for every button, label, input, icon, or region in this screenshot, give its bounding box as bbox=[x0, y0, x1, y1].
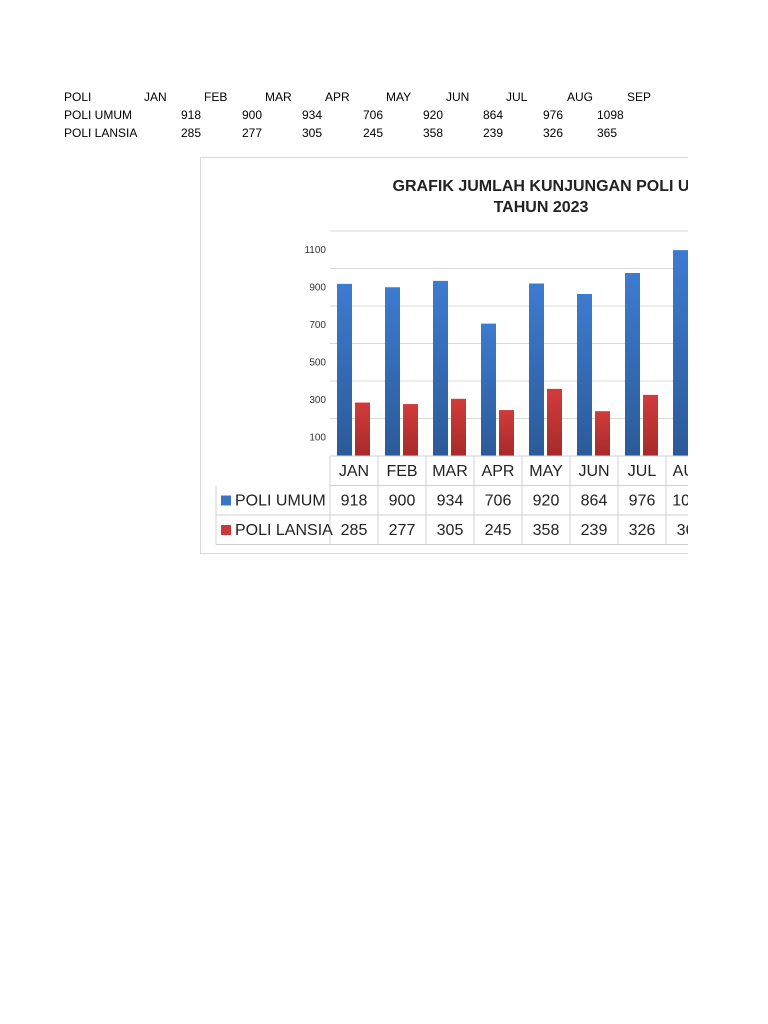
bar-poli-lansia bbox=[643, 394, 658, 456]
row-label: POLI UMUM bbox=[64, 108, 133, 122]
data-label: 277 bbox=[389, 522, 416, 539]
value-cell: 900 bbox=[242, 108, 263, 122]
bar-poli-umum bbox=[577, 294, 592, 456]
value-cell: 326 bbox=[543, 126, 564, 140]
bar-poli-lansia bbox=[499, 410, 514, 456]
data-label: 864 bbox=[581, 493, 608, 510]
value-cell: 358 bbox=[423, 126, 444, 140]
bar-poli-umum bbox=[385, 287, 400, 456]
bar-poli-umum bbox=[625, 273, 640, 456]
header-cell: MAY bbox=[386, 90, 412, 104]
y-tick-label: 500 bbox=[309, 357, 326, 368]
value-cell: 918 bbox=[181, 108, 202, 122]
value-cell: 864 bbox=[483, 108, 504, 122]
row-label: POLI LANSIA bbox=[64, 126, 138, 140]
bar-poli-umum bbox=[337, 283, 352, 456]
data-label: 920 bbox=[533, 493, 560, 510]
y-tick-label: 1100 bbox=[304, 245, 326, 256]
chart-title-line1: GRAFIK JUMLAH KUNJUNGAN POLI U bbox=[392, 178, 688, 195]
data-label: 358 bbox=[533, 522, 560, 539]
legend-label: POLI UMUM bbox=[235, 493, 326, 510]
header-cell: SEP bbox=[627, 90, 652, 104]
legend-key bbox=[221, 525, 231, 535]
x-tick-label: APR bbox=[482, 463, 515, 480]
header-cell: JUN bbox=[446, 90, 470, 104]
data-label: 934 bbox=[437, 493, 464, 510]
header-cell: POLI bbox=[64, 90, 92, 104]
value-cell: 706 bbox=[363, 108, 384, 122]
bar-poli-lansia bbox=[595, 411, 610, 456]
header-cell: AUG bbox=[567, 90, 594, 104]
header-cell: FEB bbox=[204, 90, 228, 104]
value-cell: 305 bbox=[302, 126, 323, 140]
value-cell: 277 bbox=[242, 126, 263, 140]
x-tick-label: JUN bbox=[578, 463, 609, 480]
data-label: 900 bbox=[389, 493, 416, 510]
data-label: 706 bbox=[485, 493, 512, 510]
chart-svg: 100 300 500 700 900 1100 JAN FEB MAR APR MAY JUN JUL… bbox=[215, 230, 688, 545]
y-tick-label: 700 bbox=[309, 320, 326, 331]
value-cell: 976 bbox=[543, 108, 564, 122]
bar-poli-umum bbox=[673, 250, 688, 456]
bar-poli-umum bbox=[481, 323, 496, 456]
bar-poli-lansia bbox=[547, 388, 562, 456]
x-tick-label: AUG bbox=[673, 463, 688, 480]
bar-poli-umum bbox=[529, 283, 544, 456]
data-label: 285 bbox=[341, 522, 368, 539]
chart-subtitle: TAHUN 2023 bbox=[493, 199, 589, 216]
legend-label: POLI LANSIA bbox=[235, 522, 333, 539]
data-label: 1098 bbox=[672, 493, 688, 510]
header-cell: MAR bbox=[265, 90, 292, 104]
data-label: 365 bbox=[677, 522, 688, 539]
chart[interactable]: GRAFIK JUMLAH KUNJUNGAN POLI U TAHUN 202… bbox=[200, 157, 688, 554]
bar-poli-lansia bbox=[355, 402, 370, 456]
bar-poli-lansia bbox=[403, 404, 418, 456]
data-label: 976 bbox=[629, 493, 656, 510]
value-cell: 365 bbox=[597, 126, 618, 140]
x-tick-label: JUL bbox=[628, 463, 657, 480]
value-cell: 239 bbox=[483, 126, 504, 140]
value-cell: 245 bbox=[363, 126, 384, 140]
bar-poli-umum bbox=[433, 280, 448, 456]
header-cell: JAN bbox=[144, 90, 167, 104]
data-label: 239 bbox=[581, 522, 608, 539]
value-cell: 285 bbox=[181, 126, 202, 140]
data-label: 918 bbox=[341, 493, 368, 510]
value-cell: 934 bbox=[302, 108, 323, 122]
bar-poli-lansia bbox=[451, 398, 466, 456]
data-label: 305 bbox=[437, 522, 464, 539]
legend-key bbox=[221, 495, 231, 506]
x-tick-label: FEB bbox=[386, 463, 417, 480]
header-cell: JUL bbox=[506, 90, 528, 104]
y-tick-label: 100 bbox=[309, 432, 326, 443]
data-label: 326 bbox=[629, 522, 656, 539]
x-tick-label: JAN bbox=[339, 463, 369, 480]
y-tick-label: 900 bbox=[309, 282, 326, 293]
x-tick-label: MAR bbox=[432, 463, 468, 480]
data-label: 245 bbox=[485, 522, 512, 539]
chart-title: GRAFIK JUMLAH KUNJUNGAN POLI U TAHUN 202… bbox=[201, 176, 688, 218]
header-cell: APR bbox=[325, 90, 350, 104]
y-tick-label: 300 bbox=[309, 395, 326, 406]
value-cell: 1098 bbox=[597, 108, 624, 122]
value-cell: 920 bbox=[423, 108, 444, 122]
x-tick-label: MAY bbox=[529, 463, 563, 480]
